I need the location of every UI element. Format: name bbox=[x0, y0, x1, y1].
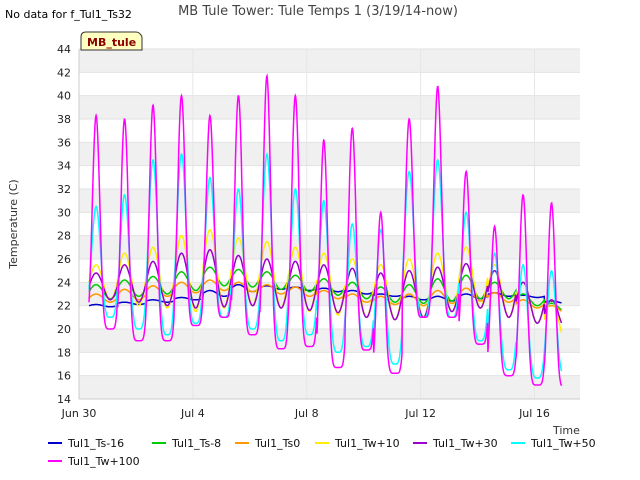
grid-band bbox=[79, 329, 580, 353]
station-badge: MB_tule bbox=[80, 31, 143, 51]
grid-band bbox=[79, 49, 580, 73]
y-tick-label: 28 bbox=[57, 230, 71, 243]
y-tick-label: 34 bbox=[57, 160, 71, 173]
legend-label: Tul1_Ts-16 bbox=[67, 437, 124, 450]
legend: Tul1_Ts-16 Tul1_Ts-8 Tul1_Ts0 Tul1_Tw+10 Tul… bbox=[48, 437, 596, 468]
no-data-note: No data for f_Tul1_Ts32 bbox=[5, 8, 132, 21]
x-tick-label: Jun 30 bbox=[61, 407, 97, 420]
legend-label: Tul1_Tw+100 bbox=[67, 455, 140, 468]
y-tick-label: 42 bbox=[57, 66, 71, 79]
grid-band bbox=[79, 375, 580, 399]
y-tick-label: 44 bbox=[57, 43, 71, 56]
y-tick-label: 18 bbox=[57, 346, 71, 359]
x-axis-label: Time bbox=[552, 424, 580, 437]
y-tick-label: 16 bbox=[57, 370, 71, 383]
y-tick-label: 30 bbox=[57, 206, 71, 219]
legend-label: Tul1_Tw+30 bbox=[432, 437, 498, 450]
x-tick-label: Jul 12 bbox=[404, 407, 436, 420]
y-tick-label: 22 bbox=[57, 300, 71, 313]
y-tick-label: 38 bbox=[57, 113, 71, 126]
series-line-tul1-ts-8 bbox=[88, 266, 562, 311]
legend-label: Tul1_Tw+50 bbox=[530, 437, 596, 450]
plot-area: 14 16 18 20 22 24 26 28 30 32 34 36 38 40 42 44 Jun 30 J… bbox=[57, 43, 580, 420]
x-tick-label: Jul 16 bbox=[518, 407, 550, 420]
badge-label: MB_tule bbox=[87, 36, 136, 49]
series-line-tul1-tw-50 bbox=[88, 152, 563, 379]
series-line-tul1-tw-100 bbox=[88, 73, 563, 386]
y-tick-label: 20 bbox=[57, 323, 71, 336]
legend-label: Tul1_Ts-8 bbox=[171, 437, 221, 450]
x-tick-label: Jul 4 bbox=[180, 407, 205, 420]
legend-label: Tul1_Tw+10 bbox=[334, 437, 400, 450]
grid-band bbox=[79, 189, 580, 213]
y-tick-label: 26 bbox=[57, 253, 71, 266]
y-tick-label: 36 bbox=[57, 136, 71, 149]
y-tick-label: 32 bbox=[57, 183, 71, 196]
grid-bands bbox=[79, 49, 580, 399]
series-line-tul1-ts0 bbox=[88, 279, 562, 312]
y-tick-label: 14 bbox=[57, 393, 71, 406]
series-line-tul1-tw-30 bbox=[88, 248, 563, 324]
x-tick-label: Jul 8 bbox=[294, 407, 319, 420]
grid-band bbox=[79, 142, 580, 166]
series-line-tul1-ts-16 bbox=[88, 283, 562, 308]
badge-shape bbox=[80, 31, 143, 51]
legend-label: Tul1_Ts0 bbox=[254, 437, 300, 450]
y-tick-label: 24 bbox=[57, 276, 71, 289]
series-lines bbox=[88, 73, 563, 386]
y-tick-label: 40 bbox=[57, 90, 71, 103]
grid-band bbox=[79, 95, 580, 119]
chart-title: MB Tule Tower: Tule Temps 1 (3/19/14-now… bbox=[178, 4, 458, 19]
y-axis-label: Temperature (C) bbox=[7, 179, 20, 269]
